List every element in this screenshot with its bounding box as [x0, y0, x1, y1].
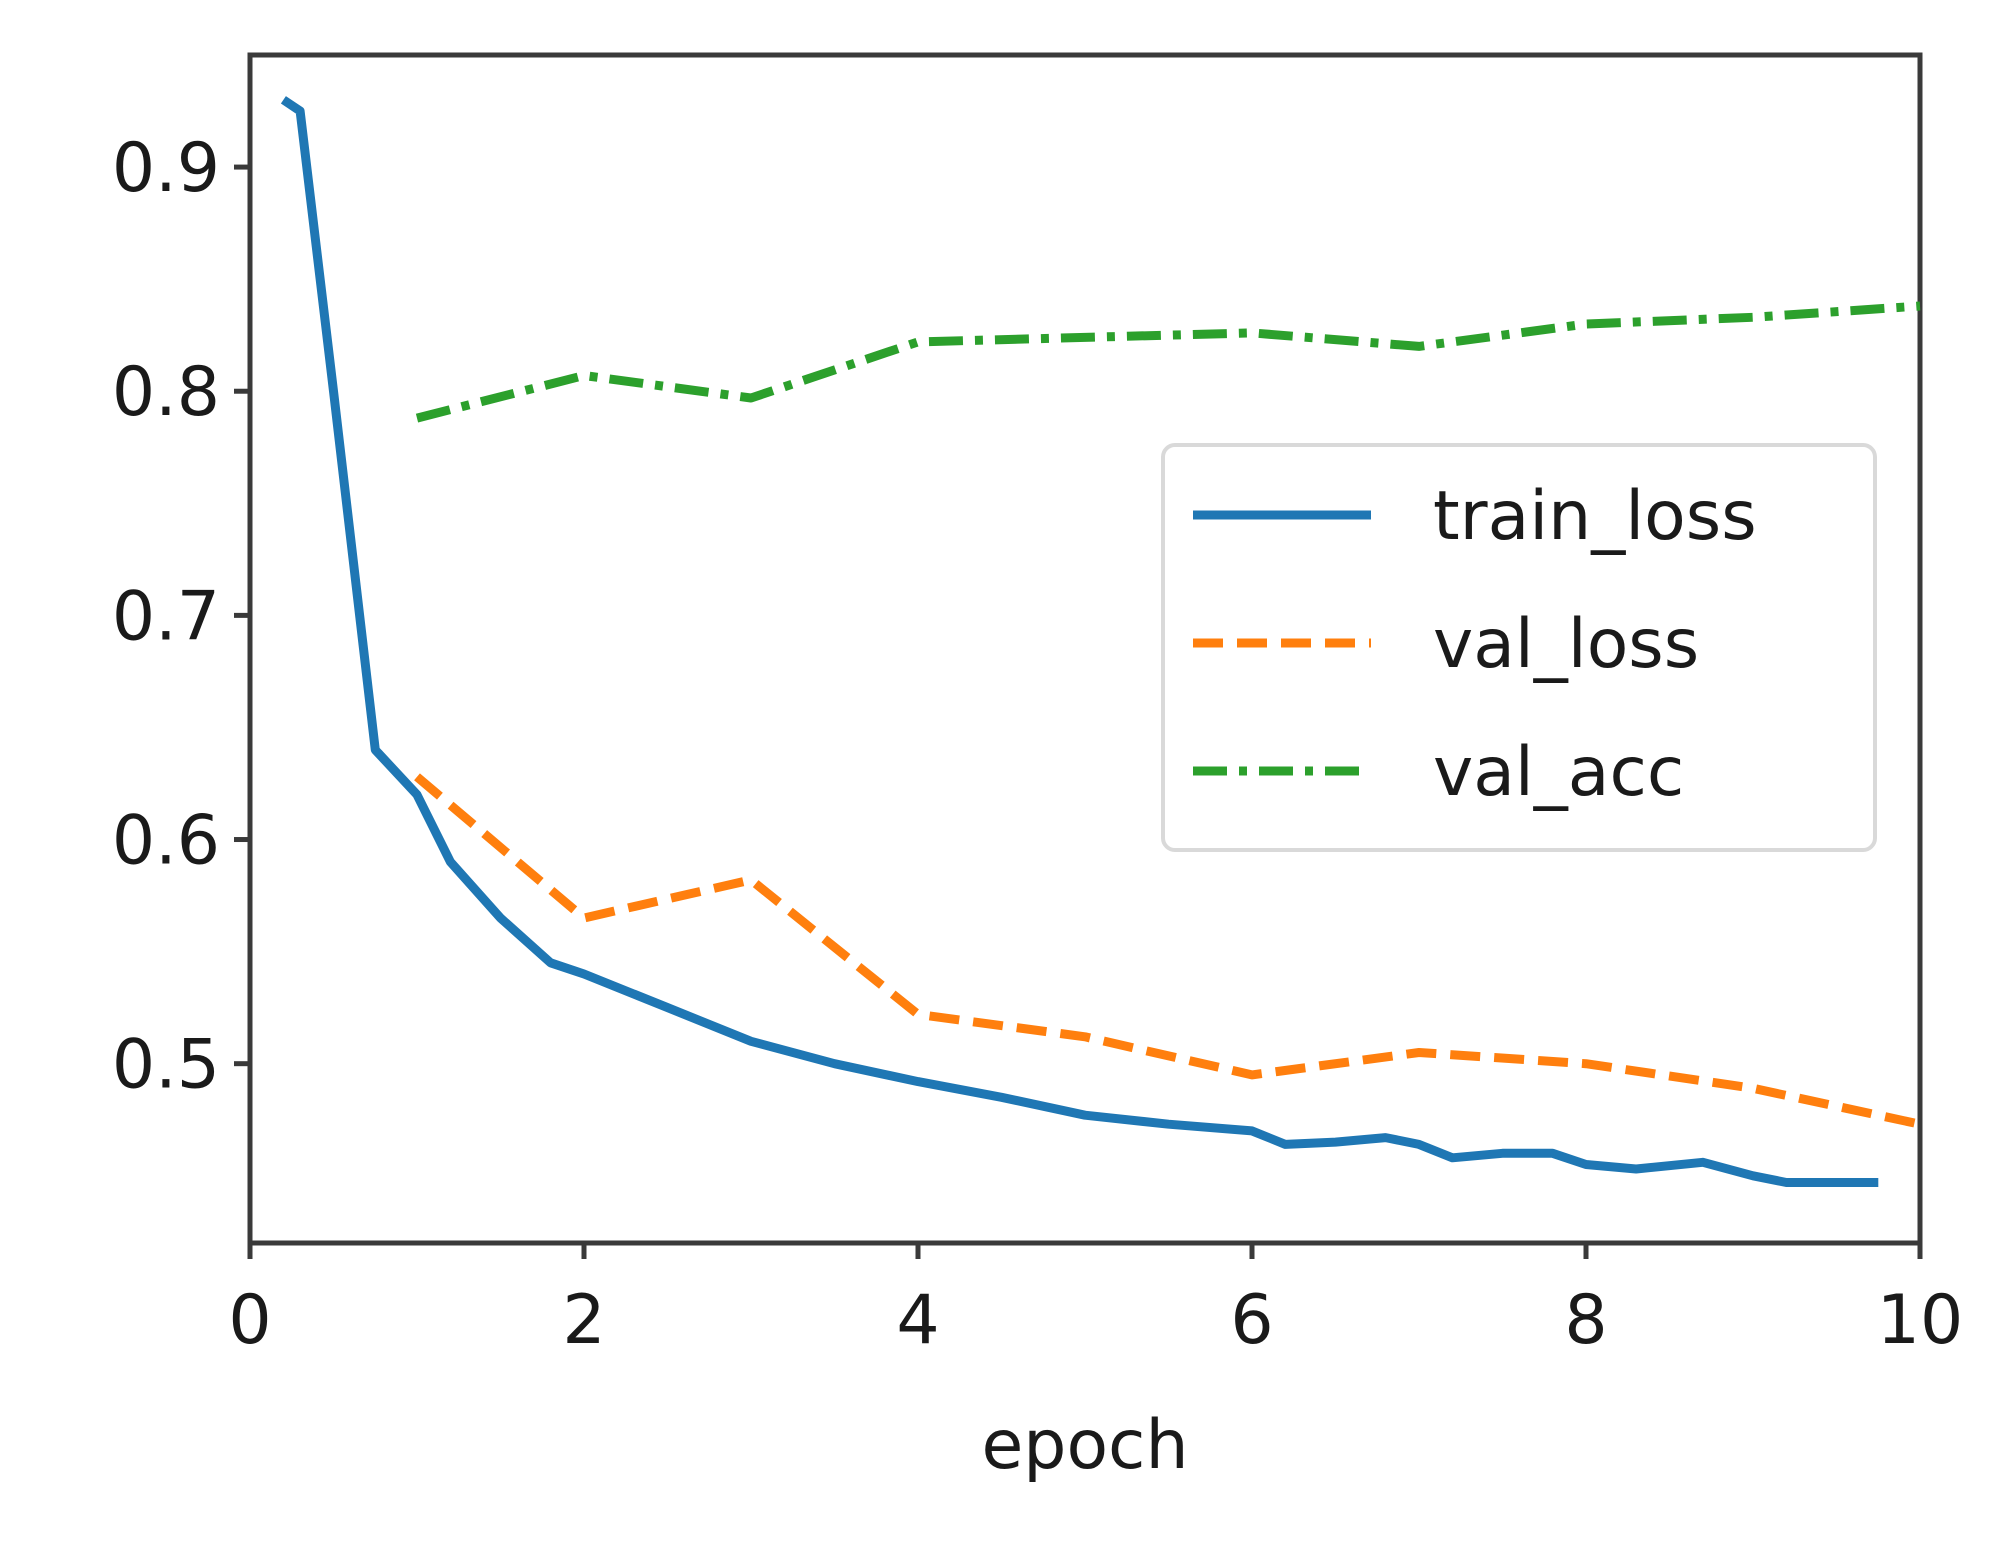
series-line-val-acc [415, 301, 1921, 423]
legend-label-val-loss: val_loss [1433, 605, 1699, 684]
y-tick-label: 0.9 [112, 129, 220, 208]
y-tick-label: 0.7 [112, 577, 220, 656]
x-tick-label: 0 [228, 1281, 271, 1360]
y-tick-label: 0.5 [112, 1026, 220, 1105]
y-tick-label: 0.6 [112, 802, 220, 881]
x-tick-label: 6 [1230, 1281, 1273, 1360]
series-line-train-loss [280, 96, 1879, 1187]
x-axis-label: epoch [981, 1406, 1188, 1485]
x-tick-label: 2 [562, 1281, 605, 1360]
series-line-val-loss [414, 773, 1921, 1129]
x-tick-label: 8 [1564, 1281, 1607, 1360]
x-tick-label: 4 [896, 1281, 939, 1360]
legend-label-val-acc: val_acc [1433, 733, 1684, 812]
x-tick-label: 10 [1877, 1281, 1964, 1360]
legend-box [1161, 443, 1877, 852]
y-tick-label: 0.8 [112, 353, 220, 432]
plot-frame [247, 52, 1923, 1246]
legend-label-train-loss: train_loss [1433, 477, 1757, 556]
